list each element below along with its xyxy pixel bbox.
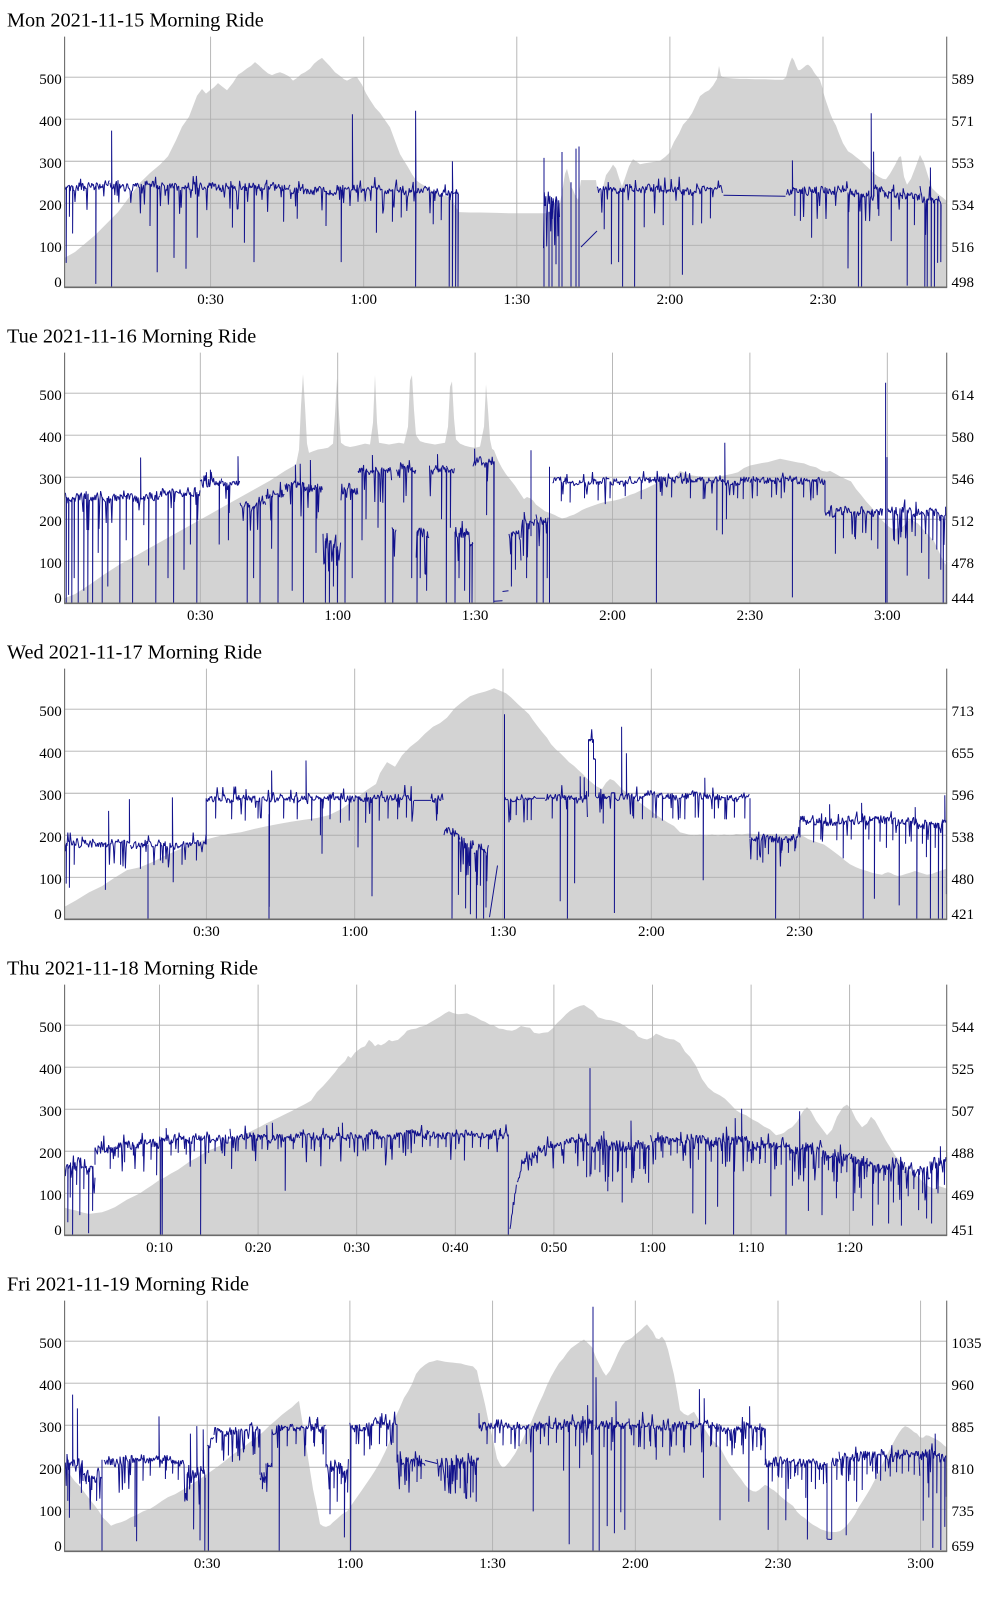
svg-text:300: 300: [39, 156, 62, 172]
svg-text:300: 300: [39, 472, 62, 488]
svg-text:655: 655: [952, 746, 975, 762]
svg-text:1:30: 1:30: [462, 608, 489, 624]
svg-text:0:40: 0:40: [442, 1240, 469, 1256]
svg-text:200: 200: [39, 514, 62, 530]
svg-text:Tue 2021-11-16 Morning Ride: Tue 2021-11-16 Morning Ride: [7, 325, 256, 347]
svg-text:100: 100: [39, 1188, 62, 1204]
svg-text:488: 488: [952, 1146, 975, 1162]
svg-text:300: 300: [39, 1104, 62, 1120]
svg-text:516: 516: [952, 240, 975, 256]
svg-text:2:30: 2:30: [786, 924, 813, 940]
svg-text:0: 0: [54, 1539, 62, 1555]
svg-text:2:30: 2:30: [765, 1556, 792, 1572]
svg-text:100: 100: [39, 240, 62, 256]
svg-text:400: 400: [39, 114, 62, 130]
svg-text:Wed 2021-11-17 Morning Ride: Wed 2021-11-17 Morning Ride: [7, 641, 262, 663]
svg-text:444: 444: [952, 591, 975, 607]
svg-text:451: 451: [952, 1223, 975, 1239]
svg-text:507: 507: [952, 1104, 975, 1120]
svg-text:100: 100: [39, 556, 62, 572]
svg-text:1:20: 1:20: [836, 1240, 863, 1256]
svg-text:2:30: 2:30: [810, 292, 837, 308]
svg-text:2:00: 2:00: [638, 924, 665, 940]
svg-text:512: 512: [952, 514, 975, 530]
svg-text:Mon 2021-11-15 Morning Ride: Mon 2021-11-15 Morning Ride: [7, 9, 264, 31]
svg-text:1:00: 1:00: [350, 292, 377, 308]
svg-text:0:30: 0:30: [343, 1240, 370, 1256]
svg-text:885: 885: [952, 1420, 975, 1436]
svg-text:553: 553: [952, 156, 975, 172]
svg-text:200: 200: [39, 830, 62, 846]
svg-text:480: 480: [952, 872, 975, 888]
svg-text:659: 659: [952, 1539, 975, 1555]
svg-text:1:30: 1:30: [503, 292, 530, 308]
svg-text:538: 538: [952, 830, 975, 846]
svg-text:544: 544: [952, 1020, 975, 1036]
svg-text:500: 500: [39, 1020, 62, 1036]
svg-text:0:30: 0:30: [187, 608, 214, 624]
svg-text:200: 200: [39, 1146, 62, 1162]
svg-text:810: 810: [952, 1462, 975, 1478]
svg-text:400: 400: [39, 1062, 62, 1078]
svg-text:2:00: 2:00: [622, 1556, 649, 1572]
svg-text:0: 0: [54, 907, 62, 923]
svg-text:1:00: 1:00: [324, 608, 351, 624]
svg-text:500: 500: [39, 1336, 62, 1352]
svg-text:571: 571: [952, 114, 975, 130]
svg-text:400: 400: [39, 430, 62, 446]
svg-text:0:30: 0:30: [193, 924, 220, 940]
svg-text:0: 0: [54, 275, 62, 291]
svg-text:2:30: 2:30: [737, 608, 764, 624]
svg-text:500: 500: [39, 388, 62, 404]
svg-text:400: 400: [39, 1378, 62, 1394]
svg-text:0:30: 0:30: [197, 292, 224, 308]
svg-text:421: 421: [952, 907, 975, 923]
svg-text:100: 100: [39, 1504, 62, 1520]
svg-text:3:00: 3:00: [907, 1556, 934, 1572]
svg-text:2:00: 2:00: [657, 292, 684, 308]
svg-text:Thu 2021-11-18 Morning Ride: Thu 2021-11-18 Morning Ride: [7, 957, 258, 979]
svg-text:534: 534: [952, 198, 975, 214]
svg-text:Fri 2021-11-19 Morning Ride: Fri 2021-11-19 Morning Ride: [7, 1273, 249, 1295]
svg-text:1:00: 1:00: [639, 1240, 666, 1256]
svg-text:500: 500: [39, 72, 62, 88]
svg-text:1035: 1035: [952, 1336, 982, 1352]
svg-text:300: 300: [39, 1420, 62, 1436]
svg-text:0:30: 0:30: [194, 1556, 221, 1572]
svg-text:735: 735: [952, 1504, 975, 1520]
svg-text:960: 960: [952, 1378, 975, 1394]
svg-text:713: 713: [952, 704, 975, 720]
svg-text:400: 400: [39, 746, 62, 762]
svg-text:200: 200: [39, 1462, 62, 1478]
svg-text:200: 200: [39, 198, 62, 214]
svg-text:596: 596: [952, 788, 975, 804]
svg-text:0:10: 0:10: [146, 1240, 173, 1256]
svg-text:0: 0: [54, 591, 62, 607]
svg-text:546: 546: [952, 472, 975, 488]
svg-text:0:50: 0:50: [541, 1240, 568, 1256]
svg-text:525: 525: [952, 1062, 975, 1078]
svg-text:0: 0: [54, 1223, 62, 1239]
svg-text:1:00: 1:00: [341, 924, 368, 940]
svg-text:580: 580: [952, 430, 975, 446]
svg-text:469: 469: [952, 1188, 975, 1204]
svg-text:478: 478: [952, 556, 975, 572]
svg-text:1:30: 1:30: [490, 924, 517, 940]
svg-text:2:00: 2:00: [599, 608, 626, 624]
svg-text:0:20: 0:20: [245, 1240, 272, 1256]
svg-text:500: 500: [39, 704, 62, 720]
svg-text:100: 100: [39, 872, 62, 888]
svg-text:498: 498: [952, 275, 975, 291]
svg-text:1:00: 1:00: [337, 1556, 364, 1572]
svg-text:300: 300: [39, 788, 62, 804]
svg-text:1:30: 1:30: [479, 1556, 506, 1572]
svg-text:589: 589: [952, 72, 975, 88]
svg-text:3:00: 3:00: [874, 608, 901, 624]
svg-text:1:10: 1:10: [738, 1240, 765, 1256]
svg-text:614: 614: [952, 388, 975, 404]
